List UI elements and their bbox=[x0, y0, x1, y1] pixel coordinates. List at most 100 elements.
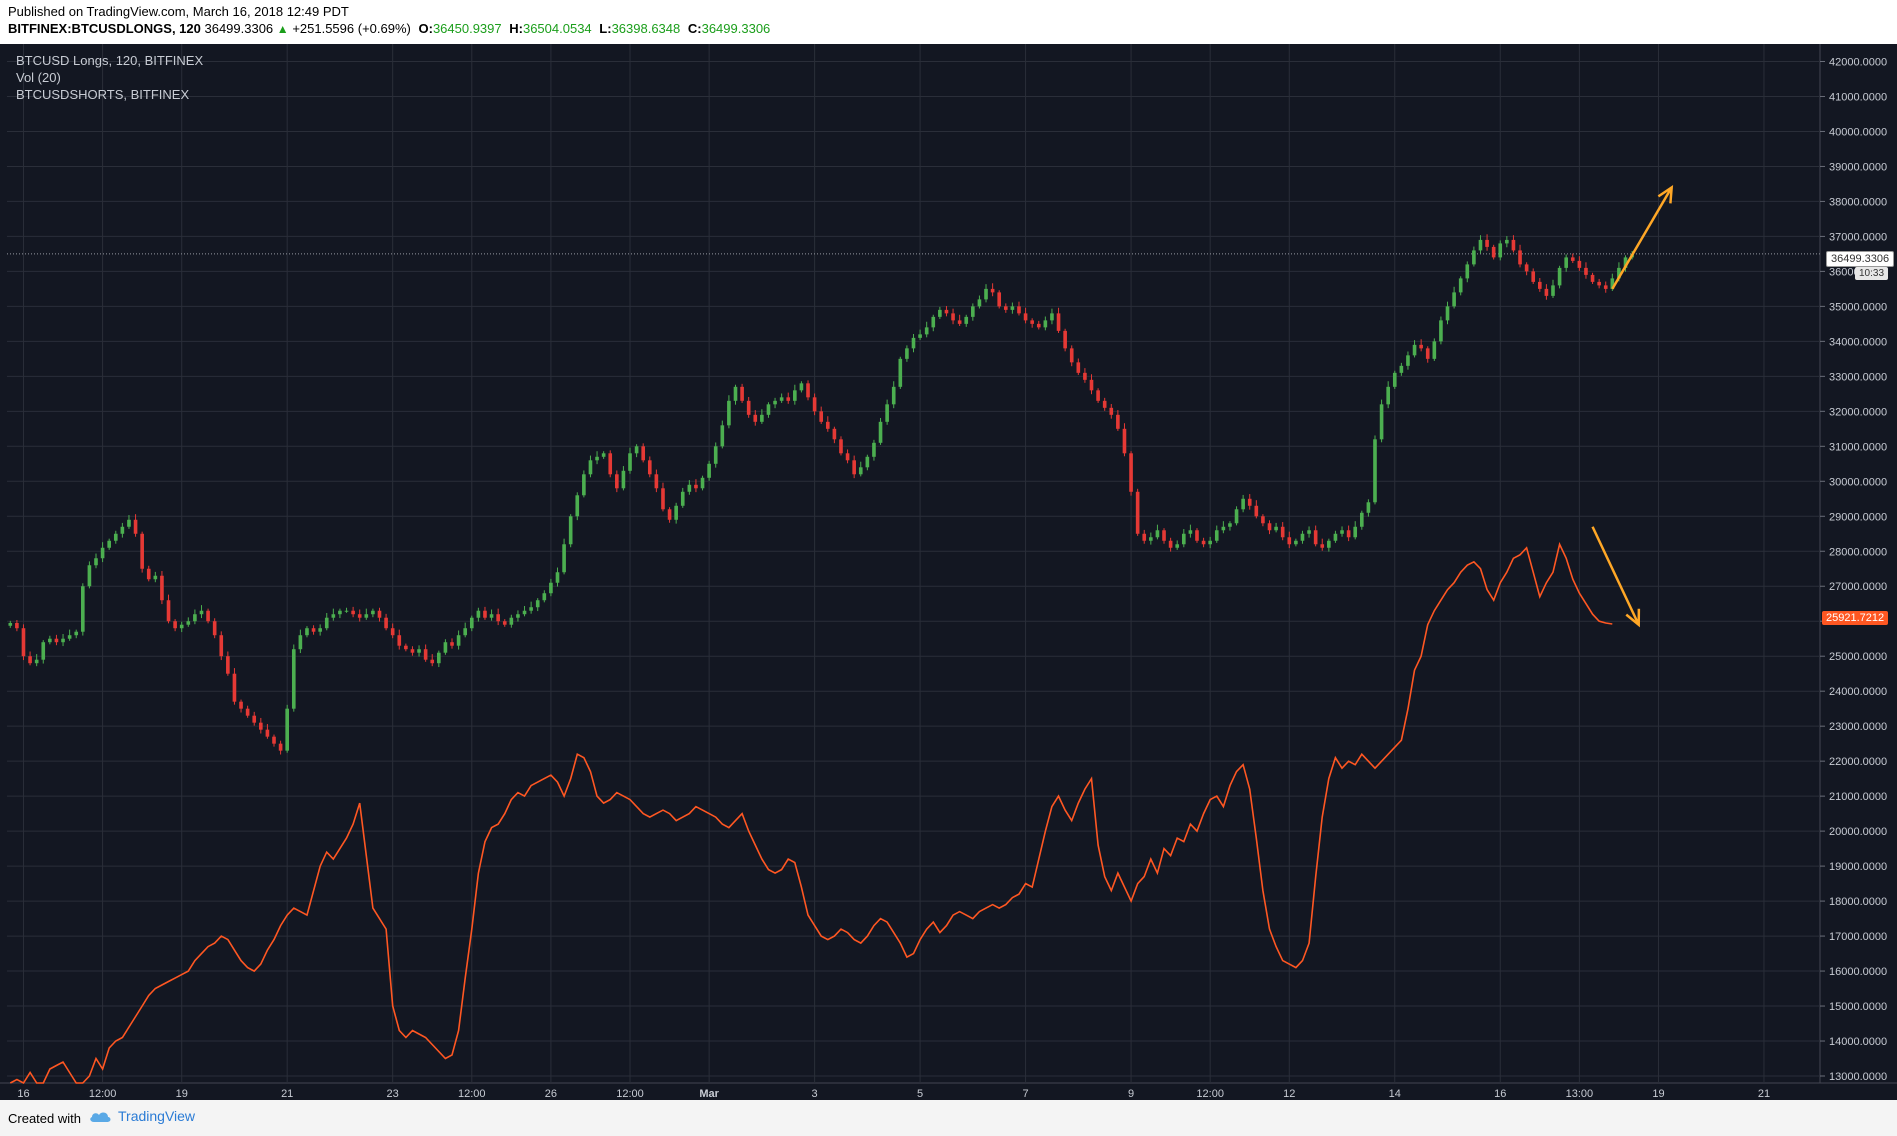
price-tick-label: 15000.0000 bbox=[1829, 1001, 1887, 1013]
trend-arrow-line bbox=[1611, 186, 1673, 290]
chart-canvas[interactable]: 13000.0000 14000.0000 15000.0000 16000.0000… bbox=[0, 44, 1897, 1100]
candle-body bbox=[885, 404, 889, 422]
candle-body bbox=[733, 386, 738, 401]
candle-body bbox=[34, 659, 39, 664]
price-tick-label: 14000.0000 bbox=[1829, 1036, 1887, 1048]
candle-body bbox=[81, 586, 85, 632]
candle-body bbox=[806, 383, 810, 398]
candle-body bbox=[819, 411, 824, 422]
candle-body bbox=[1412, 344, 1417, 356]
candle-body bbox=[727, 400, 731, 426]
candle-body bbox=[1122, 428, 1127, 454]
candle-body bbox=[1485, 239, 1489, 247]
candle-body bbox=[1056, 313, 1061, 331]
candle-body bbox=[641, 446, 646, 461]
candle-body bbox=[285, 708, 290, 751]
candle-body bbox=[1030, 320, 1034, 324]
candle-body bbox=[1531, 271, 1536, 282]
candle-body bbox=[1247, 498, 1252, 506]
candle-body bbox=[911, 337, 916, 349]
candle-body bbox=[54, 638, 59, 643]
candle-body bbox=[502, 621, 507, 625]
price-tick-label: 33000.0000 bbox=[1829, 371, 1887, 383]
candle-body bbox=[542, 593, 547, 601]
candle-body bbox=[390, 628, 395, 636]
time-tick-label: 21 bbox=[1758, 1088, 1770, 1100]
longs-price-tag: 36499.3306 bbox=[1826, 251, 1895, 267]
candle-body bbox=[252, 715, 257, 723]
candle-body bbox=[1214, 530, 1219, 541]
candle-body bbox=[615, 474, 619, 489]
candle-body bbox=[318, 628, 322, 632]
time-tick-label: 9 bbox=[1128, 1088, 1134, 1100]
price-tick-label: 19000.0000 bbox=[1829, 861, 1887, 873]
candle-body bbox=[1564, 257, 1568, 268]
price-tick-label: 39000.0000 bbox=[1829, 161, 1887, 173]
candle-body bbox=[1003, 306, 1008, 310]
candle-body bbox=[1129, 453, 1133, 492]
candle-body bbox=[259, 722, 263, 730]
candle-body bbox=[1610, 278, 1615, 289]
candle-body bbox=[568, 516, 573, 545]
time-tick-label: 19 bbox=[1652, 1088, 1664, 1100]
candle-body bbox=[746, 400, 751, 415]
price-tick-label: 27000.0000 bbox=[1829, 581, 1887, 593]
candle-body bbox=[94, 558, 98, 566]
candle-body bbox=[1221, 526, 1226, 531]
candle-body bbox=[166, 600, 171, 622]
candle-body bbox=[905, 348, 909, 359]
candle-body bbox=[977, 299, 982, 307]
candle-body bbox=[107, 540, 112, 548]
candle-body bbox=[344, 610, 349, 612]
candle-body bbox=[430, 659, 435, 664]
candle-body bbox=[898, 358, 903, 387]
tradingview-link[interactable]: TradingView bbox=[88, 1108, 195, 1124]
candle-body bbox=[67, 635, 72, 639]
price-tick-label: 34000.0000 bbox=[1829, 336, 1887, 348]
candle-body bbox=[1472, 250, 1476, 265]
created-with-label: Created with bbox=[8, 1111, 81, 1126]
price-tick-label: 42000.0000 bbox=[1829, 56, 1887, 68]
countdown-tag: 10:33 bbox=[1855, 267, 1889, 280]
candle-body bbox=[1465, 264, 1470, 279]
candle-body bbox=[278, 743, 283, 751]
candle-body bbox=[21, 628, 26, 657]
candle-body bbox=[1063, 330, 1067, 349]
candle-body bbox=[1373, 439, 1377, 503]
candle-body bbox=[1208, 540, 1212, 545]
price-tick-label: 29000.0000 bbox=[1829, 511, 1887, 523]
time-tick-label: 26 bbox=[545, 1088, 557, 1100]
published-line: Published on TradingView.com, March 16, … bbox=[8, 4, 349, 19]
price-tick-label: 21000.0000 bbox=[1829, 791, 1887, 803]
legend-volume[interactable]: Vol (20) bbox=[16, 70, 61, 85]
candle-body bbox=[1320, 544, 1325, 548]
candle-body bbox=[1584, 267, 1588, 275]
time-tick-label: 19 bbox=[176, 1088, 188, 1100]
candle-body bbox=[1524, 264, 1529, 272]
candle-body bbox=[1491, 246, 1496, 258]
legend-longs[interactable]: BTCUSD Longs, 120, BITFINEX bbox=[16, 53, 204, 68]
candle-body bbox=[351, 610, 355, 615]
tradingview-brand[interactable]: TradingView bbox=[118, 1108, 196, 1124]
candle-body bbox=[1340, 530, 1344, 534]
candle-body bbox=[1557, 267, 1562, 286]
candle-body bbox=[1201, 540, 1206, 545]
price-tick-label: 24000.0000 bbox=[1829, 686, 1887, 698]
price-tick-label: 38000.0000 bbox=[1829, 196, 1887, 208]
candle-body bbox=[1010, 306, 1015, 310]
time-tick-label: 12:00 bbox=[89, 1088, 117, 1100]
candle-body bbox=[120, 526, 125, 534]
candle-body bbox=[707, 463, 711, 478]
legend-shorts[interactable]: BTCUSDSHORTS, BITFINEX bbox=[16, 87, 190, 102]
candle-body bbox=[476, 610, 481, 618]
candle-body bbox=[1261, 516, 1265, 524]
candle-body bbox=[357, 614, 362, 618]
candle-body bbox=[1102, 400, 1107, 408]
candle-body bbox=[674, 505, 678, 520]
candle-body bbox=[1327, 540, 1331, 548]
candle-body bbox=[331, 614, 336, 618]
chart-legend: BTCUSD Longs, 120, BITFINEX Vol (20) BTC… bbox=[16, 52, 203, 103]
close-value: 36499.3306 bbox=[701, 21, 771, 36]
candle-body bbox=[1333, 533, 1338, 541]
candle-body bbox=[199, 610, 204, 615]
